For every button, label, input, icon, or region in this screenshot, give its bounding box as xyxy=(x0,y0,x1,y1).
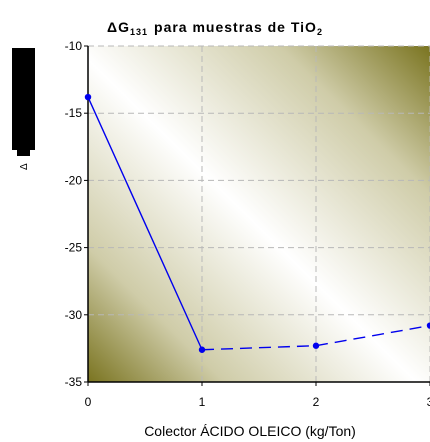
y-tick-label-2: -20 xyxy=(65,173,83,187)
title-middle: para muestras de TiO xyxy=(154,19,317,35)
y-tick-label-5: -35 xyxy=(65,375,83,389)
series-0-point-3 xyxy=(426,322,430,329)
x-tick-label-2: 2 xyxy=(313,395,320,409)
series-0-segment-2 xyxy=(315,324,430,347)
series-0-point-0 xyxy=(84,93,92,101)
x-tick-labels: 0 1 2 3 xyxy=(85,395,430,409)
x-tick-label-3: 3 xyxy=(427,395,430,409)
plot-area xyxy=(88,46,430,382)
x-axis-label: Colector ÁCIDO OLEICO (kg/Ton) xyxy=(144,423,356,439)
series-0-segment-0 xyxy=(87,96,203,351)
x-tick-label-1: 1 xyxy=(199,395,206,409)
y-axis-label: Δ xyxy=(19,163,30,170)
x-tick-label-0: 0 xyxy=(85,395,92,409)
title-subscript-1: 131 xyxy=(130,27,148,37)
y-axis-label-block-end xyxy=(17,150,30,156)
chart-title: ΔG131 para muestras de TiO2 xyxy=(107,19,323,37)
y-tick-label-0: -10 xyxy=(65,39,83,53)
y-tick-label-3: -25 xyxy=(65,241,83,255)
axes xyxy=(84,45,430,386)
y-tick-label-1: -15 xyxy=(65,106,83,120)
y-axis-label-block xyxy=(12,48,35,150)
series-0-segment-1 xyxy=(201,345,317,351)
series-0-point-1 xyxy=(198,346,206,353)
series-0-point-2 xyxy=(312,342,320,349)
title-symbol: ΔG xyxy=(107,19,130,35)
series-group xyxy=(84,93,430,353)
title-subscript-2: 2 xyxy=(317,27,323,37)
y-tick-labels: -10 -15 -20 -25 -30 -35 xyxy=(65,39,83,389)
y-tick-label-4: -30 xyxy=(65,308,83,322)
grid-lines xyxy=(88,45,430,382)
